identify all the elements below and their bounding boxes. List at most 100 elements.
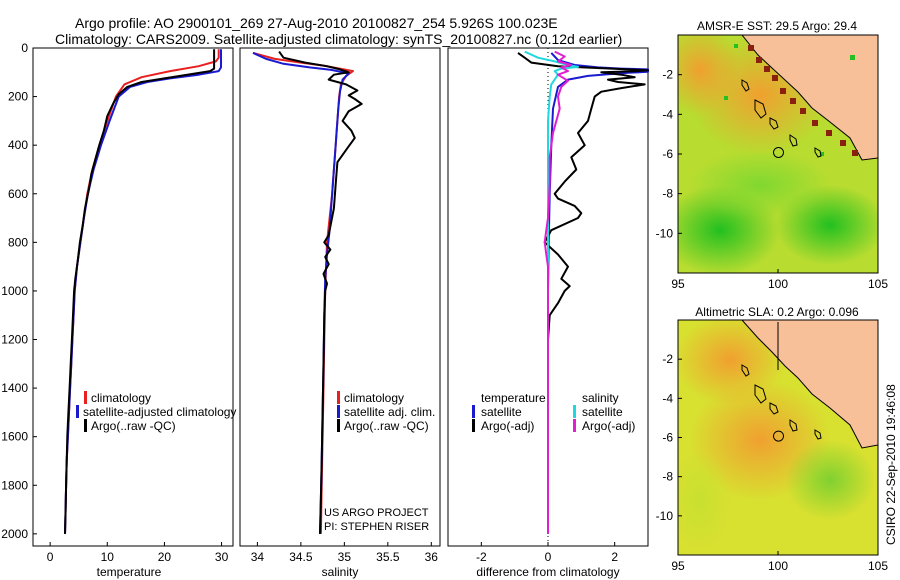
map-y-tick-label: -10 [656,226,674,240]
legend-swatch-climatology [84,391,87,404]
map-y-tick-label: -4 [662,391,673,405]
difference-x-axis: -2 0 2 [476,542,618,564]
y-tick-label: 600 [8,187,28,201]
legend-swatch-sal-satellite [337,405,340,418]
legend-swatch-diff-temp-argo [472,419,475,432]
header-line2: Climatology: CARS2009. Satellite-adjuste… [55,31,622,47]
sst-x-axis: 95 100 105 [671,269,888,291]
sla-mid-region-w [678,450,730,550]
x-tick-label: 35 [338,550,352,564]
map-x-tick-label: 100 [768,277,788,291]
y-tick-label: 1400 [1,381,28,395]
series-argo-raw-qc- [278,51,363,534]
sla-field [678,320,878,555]
legend-swatch-diff-sal-sat [573,405,576,418]
legend-swatch-argo [84,419,87,432]
legend-sal-climatology: climatology [344,391,404,405]
map-y-tick-label: -10 [656,509,674,523]
difference-panel: -2 0 2 difference from climatology tempera… [447,47,649,579]
legend-swatch-diff-sal-argo [573,419,576,432]
y-tick-label: 400 [8,138,28,152]
series-satellite-adj-clim- [252,51,350,534]
sst-mid-region [690,150,830,220]
temperature-frame [32,47,234,547]
x-tick-label: 34 [251,550,265,564]
x-tick-label: 0 [47,550,54,564]
salinity-x-axis: 34 34.5 35 35.5 36 [251,542,439,564]
legend-satellite-adjusted: satellite-adjusted climatology [83,405,236,419]
map-y-tick-label: -6 [662,431,673,445]
header-line1: Argo profile: AO 2900101_269 27-Aug-2010… [75,15,558,31]
y-tick-label: 1200 [1,333,28,347]
map-y-tick-label: -2 [662,68,673,82]
series-temperature-argo-adj- [517,52,649,534]
legend-swatch-sal-argo [337,419,340,432]
difference-xlabel: difference from climatology [476,565,619,579]
sla-y-axis: -2 -4 -6 -8 -10 [656,352,682,523]
salinity-lines [252,51,363,534]
legend-swatch-satellite-adjusted [76,405,79,418]
legend-climatology: climatology [91,391,151,405]
x-tick-label: 20 [158,550,172,564]
salinity-frame [239,47,441,547]
map-x-tick-label: 95 [671,559,685,573]
legend-sal-satellite: satellite adj. clim. [344,405,435,419]
y-tick-label: 0 [21,41,28,55]
map-x-tick-label: 95 [671,277,685,291]
sst-coastal-cells [748,45,858,156]
series-climatology [64,49,220,534]
sst-green-pixels [724,44,855,156]
map-y-tick-label: -8 [662,470,673,484]
legend-diff-temp-sat: satellite [481,405,522,419]
map-y-tick-label: -4 [662,107,673,121]
temperature-panel: 0 200 400 600 800 1000 1200 1400 1600 1800 2000 0 1… [1,41,236,579]
map-x-tick-label: 105 [868,559,888,573]
x-tick-label: 36 [425,550,439,564]
x-tick-label: 2 [611,550,618,564]
salinity-xlabel: salinity [322,565,359,579]
temperature-x-axis: 0 10 20 30 [47,542,229,564]
difference-legend: temperature satellite Argo(-adj) salinit… [472,391,635,433]
y-tick-label: 1800 [1,478,28,492]
legend-swatch-diff-temp-sat [472,405,475,418]
series-satellite-adjusted-climatology [64,49,222,534]
sst-map: AMSR-E SST: 29.5 Argo: 29.4 95 100 105 -2 -… [656,19,889,291]
temperature-xlabel: temperature [97,565,162,579]
sla-argo-marker [773,430,784,442]
sla-low-region-se [785,440,875,520]
x-tick-label: 0 [545,550,552,564]
legend-temperature-title: temperature [481,391,546,405]
credit-stamp: CSIRO 22-Sep-2010 19:46:08 [884,384,898,545]
y-tick-label: 2000 [1,527,28,541]
legend-diff-sal-argo: Argo(-adj) [582,419,635,433]
x-tick-label: 35.5 [376,550,400,564]
x-tick-label: -2 [476,550,487,564]
map-y-tick-label: -2 [662,352,673,366]
series-argo-raw-qc- [64,49,216,534]
y-tick-label: 200 [8,90,28,104]
temperature-lines [64,49,222,534]
sst-coastline [741,35,878,161]
x-tick-label: 34.5 [289,550,313,564]
sst-field [678,35,878,273]
difference-lines [517,50,649,534]
legend-sal-argo: Argo(..raw -QC) [344,419,429,433]
map-x-tick-label: 105 [868,277,888,291]
sla-coastline [741,320,878,449]
y-tick-label: 800 [8,235,28,249]
project-line1: US ARGO PROJECT [324,507,429,519]
y-tick-label: 1000 [1,284,28,298]
salinity-panel: 34 34.5 35 35.5 36 salinity climatology sate… [239,47,441,579]
temperature-legend: climatology satellite-adjusted climatolo… [76,391,236,433]
sst-warm-region-west [678,35,740,115]
salinity-legend: climatology satellite adj. clim. Argo(..… [337,391,435,433]
sla-map: Altimetric SLA: 0.2 Argo: 0.096 95 100 105… [656,305,889,573]
sst-map-title: AMSR-E SST: 29.5 Argo: 29.4 [697,19,857,33]
sst-islands [741,79,822,158]
legend-argo: Argo(..raw -QC) [91,419,176,433]
x-tick-label: 10 [101,550,115,564]
map-y-tick-label: -8 [662,187,673,201]
map-x-tick-label: 100 [768,559,788,573]
series-salinity-argo-adj- [543,50,573,534]
